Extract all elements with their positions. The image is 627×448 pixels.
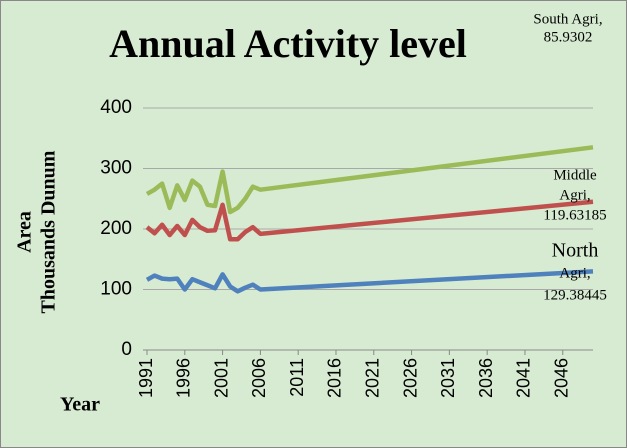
x-tick-label: 2006 <box>249 358 269 398</box>
x-tick-label: 2031 <box>438 358 458 398</box>
x-tick-label: 1996 <box>174 358 194 398</box>
data-line <box>145 145 594 215</box>
y-axis-title-line: Thousands Dunum <box>38 150 60 313</box>
data-annotation: Agri, <box>559 265 590 281</box>
data-annotation: Middle <box>553 167 597 183</box>
y-axis-title-line: Area <box>14 211 36 253</box>
data-line <box>145 269 594 294</box>
x-tick-label: 2001 <box>211 358 231 398</box>
data-annotation: 85.9302 <box>544 29 593 45</box>
x-tick-label: 2021 <box>363 358 383 398</box>
x-tick-label: 2011 <box>287 358 307 397</box>
x-tick-label: 2046 <box>552 358 572 398</box>
data-annotation: 129.38445 <box>543 287 607 303</box>
x-tick-label: 2016 <box>325 358 345 398</box>
y-axis-title: Area Thousands Dunum <box>14 150 60 313</box>
data-line <box>145 199 594 242</box>
chart-title: Annual Activity level <box>109 21 467 66</box>
y-tick-label: 0 <box>121 339 132 360</box>
x-tick-label: 2026 <box>400 358 420 398</box>
x-tick-label: 2036 <box>476 358 496 398</box>
data-annotation: Agri, <box>559 187 590 203</box>
y-tick-label: 200 <box>100 218 132 239</box>
data-annotation: 119.63185 <box>543 207 606 223</box>
y-tick-label: 300 <box>100 158 132 179</box>
data-annotation: North <box>552 240 599 262</box>
x-axis-title: Year <box>60 394 100 416</box>
x-tick-label: 1991 <box>136 358 156 398</box>
y-tick-label: 400 <box>100 97 132 118</box>
data-annotation: South Agri, <box>533 11 602 27</box>
y-tick-label: 100 <box>100 279 132 300</box>
x-tick-label: 2041 <box>514 358 534 398</box>
